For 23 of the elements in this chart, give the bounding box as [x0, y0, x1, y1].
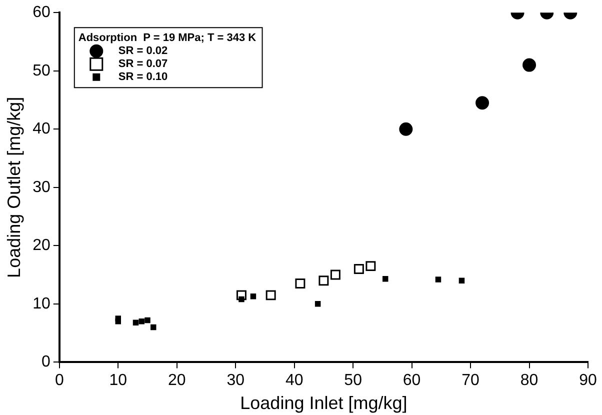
x-tick-label: 20	[168, 372, 186, 390]
y-axis-title: Loading Outlet [mg/kg]	[4, 96, 24, 278]
x-tick-label: 40	[285, 372, 304, 390]
x-tick-label: 10	[109, 372, 128, 390]
legend-title: Adsorption P = 19 MPa; T = 343 K	[78, 32, 256, 44]
x-tick-label: 0	[54, 372, 64, 390]
y-tick-label: 20	[32, 237, 50, 254]
x-tick-label: 30	[226, 372, 245, 390]
legend-label: SR = 0.10	[118, 71, 168, 84]
x-tick-label: 70	[462, 372, 480, 390]
x-axis-title: Loading Inlet [mg/kg]	[240, 393, 408, 414]
x-tick-label: 50	[344, 372, 362, 390]
y-tick-label: 60	[32, 4, 50, 22]
x-tick-label: 90	[579, 372, 597, 390]
y-tick-label: 30	[32, 178, 50, 196]
x-tick-label: 60	[402, 372, 421, 390]
x-tick-label: 80	[520, 372, 538, 390]
y-tick-label: 0	[41, 354, 50, 371]
y-tick-label: 40	[32, 120, 50, 138]
y-tick-label: 50	[32, 62, 50, 80]
legend-label: SR = 0.02	[118, 45, 168, 58]
legend-label: SR = 0.07	[118, 58, 168, 70]
y-tick-label: 10	[32, 295, 50, 312]
